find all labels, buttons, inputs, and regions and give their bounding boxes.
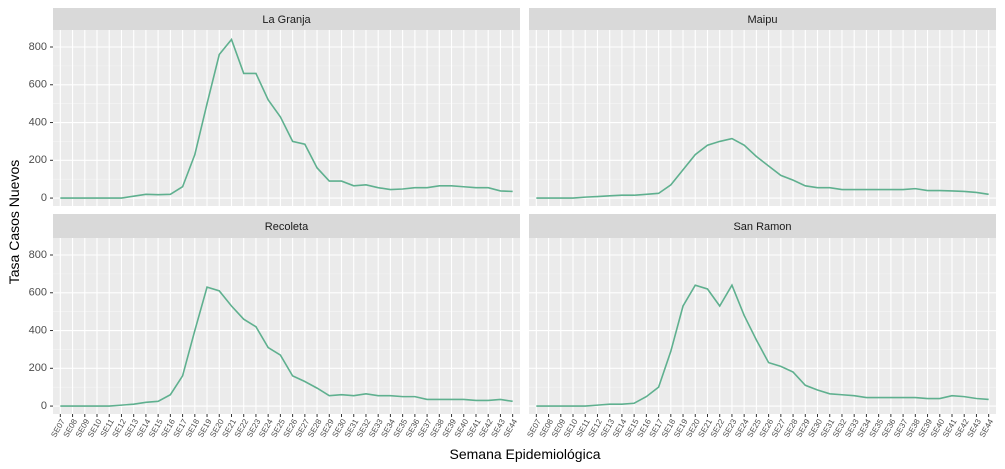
y-tick-label: 600 — [29, 79, 47, 91]
data-line — [536, 137, 989, 199]
y-tick-label: 600 — [29, 287, 47, 299]
facet-title: San Ramon — [733, 221, 791, 233]
data-line — [60, 286, 513, 407]
strip — [529, 214, 996, 238]
y-tick-label: 200 — [29, 154, 47, 166]
data-line — [60, 37, 513, 199]
x-axis-title: Semana Epidemiológica — [450, 446, 601, 462]
facet-title: Recoleta — [265, 221, 309, 233]
y-tick-label: 400 — [29, 324, 47, 336]
x-tick-label: SE44 — [978, 417, 996, 439]
y-axis-title: Tasa Casos Nuevos — [6, 160, 22, 285]
y-tick-label: 800 — [29, 41, 47, 53]
panel — [529, 30, 996, 206]
facet-title: Maipu — [748, 14, 778, 26]
x-tick-label: SE44 — [502, 417, 520, 439]
strip — [529, 8, 996, 30]
panel — [53, 30, 520, 206]
y-tick-label: 800 — [29, 249, 47, 261]
strip — [53, 214, 520, 238]
y-tick-label: 0 — [41, 400, 47, 412]
panel — [53, 238, 520, 414]
data-line — [536, 283, 989, 407]
facet-title: La Granja — [262, 14, 311, 26]
y-tick-label: 200 — [29, 362, 47, 374]
strip — [53, 8, 520, 30]
y-tick-label: 400 — [29, 116, 47, 128]
panel — [529, 238, 996, 414]
y-tick-label: 0 — [41, 192, 47, 204]
